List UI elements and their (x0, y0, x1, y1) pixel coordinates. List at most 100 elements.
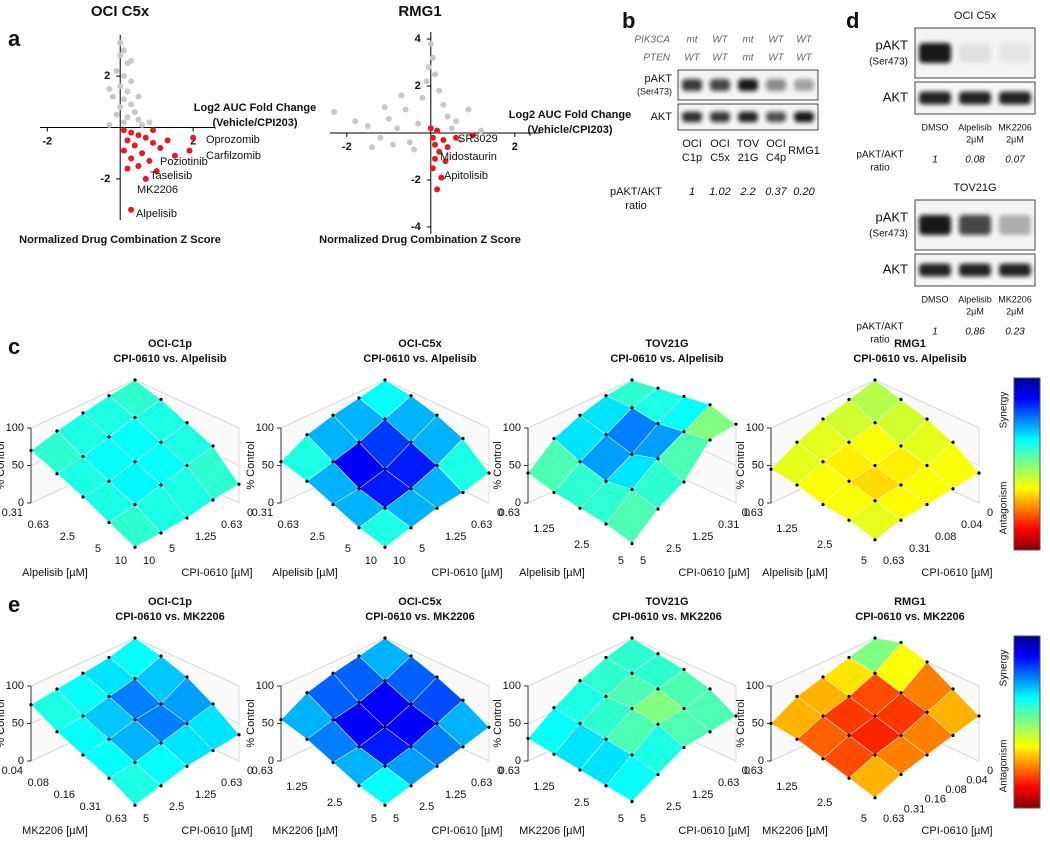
y-tick-label: 2 (104, 70, 110, 82)
data-point (578, 679, 582, 683)
point (117, 52, 124, 59)
data-point (409, 654, 413, 658)
data-point (159, 440, 163, 444)
y-tick-label: 0 (744, 507, 750, 519)
colorbar-label: Synergy (999, 650, 1010, 687)
point (120, 73, 127, 80)
data-point (357, 396, 361, 400)
plot-subtitle: CPI-0610 vs. MK2206 (855, 611, 964, 623)
point (465, 106, 472, 113)
z-tick-label: 100 (746, 422, 764, 434)
data-point (708, 403, 712, 407)
data-point (107, 655, 111, 660)
point (146, 119, 153, 126)
data-point (55, 730, 59, 734)
data-point (656, 457, 660, 461)
data-point (185, 516, 189, 520)
x-tick-label: 5 (861, 555, 867, 567)
data-point (435, 413, 439, 417)
y-tick-label: 0.08 (935, 531, 956, 543)
y-tick-label: 0.04 (966, 775, 987, 787)
point (440, 137, 447, 144)
band-label: AKT (883, 89, 908, 104)
y-tick-label: 0 (247, 765, 253, 777)
plot-subtitle: CPI-0610 vs. Alpelisib (363, 353, 477, 365)
point (117, 83, 124, 90)
y-tick-label: 2.5 (666, 801, 681, 813)
data-point (925, 660, 929, 664)
y-axis-label: CPI-0610 [µM] (181, 825, 252, 837)
data-point (305, 433, 309, 437)
blot-band (959, 43, 991, 63)
data-point (821, 714, 825, 718)
annotation: MK2206 (137, 184, 178, 196)
data-point (951, 487, 955, 491)
data-point (29, 703, 33, 707)
plot-title: TOV21G (645, 338, 688, 350)
y-tick-label: 0.63 (471, 519, 492, 531)
data-point (873, 378, 877, 382)
point (124, 137, 131, 144)
data-point (487, 725, 491, 729)
ratio-label: pAKT/AKT (856, 150, 903, 161)
data-point (107, 694, 111, 699)
z-tick-label: 0 (515, 755, 521, 767)
point (120, 127, 127, 134)
y-tick-label: 5 (419, 543, 425, 555)
data-point (847, 479, 851, 483)
x-tick-label: 2.5 (574, 797, 589, 809)
data-point (656, 772, 660, 777)
y-tick-label: 0.31 (909, 543, 930, 555)
data-point (630, 541, 634, 546)
data-point (795, 440, 799, 444)
x-tick-label: 0.31 (80, 801, 101, 813)
data-point (29, 448, 33, 453)
point (415, 120, 422, 127)
data-point (357, 526, 361, 530)
x-tick-label: 5 (618, 555, 624, 567)
y-axis-label: CPI-0610 [µM] (431, 825, 502, 837)
x-tick-label: 0.63 (28, 519, 49, 531)
data-point (656, 652, 660, 656)
y-tick-label: 2 (415, 80, 421, 92)
y-axis-label: CPI-0610 [µM] (678, 567, 749, 579)
data-point (734, 714, 738, 718)
z-tick-label: 50 (509, 717, 521, 729)
data-point (81, 454, 85, 459)
blot-title: TOV21G (953, 182, 996, 194)
x-tick-label: 2.5 (310, 531, 325, 543)
data-point (552, 706, 556, 710)
z-tick-label: 100 (6, 680, 24, 692)
data-point (357, 487, 361, 491)
data-point (821, 675, 825, 679)
point (432, 71, 438, 78)
point (429, 134, 436, 141)
z-axis-label: % Control (492, 441, 504, 489)
blot-band (919, 43, 951, 63)
y-tick-label: 0.63 (718, 777, 739, 789)
z-axis-label: % Control (0, 699, 7, 747)
x-tick-label: 0.63 (106, 813, 127, 825)
lane-label: DMSO (922, 294, 949, 304)
data-point (409, 745, 413, 749)
data-point (133, 378, 137, 382)
data-point (821, 460, 825, 464)
z-tick-label: 50 (12, 459, 24, 471)
point (434, 127, 441, 134)
point (444, 113, 451, 120)
y-tick-label: 5 (143, 813, 149, 825)
data-point (604, 784, 608, 788)
x-tick-label: 2.5 (327, 797, 342, 809)
data-point (305, 737, 309, 741)
panel-label: b (622, 8, 635, 33)
x-tick-label: 2.5 (60, 531, 75, 543)
colorbar (1013, 635, 1041, 809)
data-point (977, 471, 981, 475)
x-tick-label: 1.25 (286, 781, 307, 793)
point (453, 134, 459, 141)
x-axis-label: Normalized Drug Combination Z Score (319, 234, 521, 246)
data-point (604, 694, 608, 699)
z-tick-label: 0 (268, 497, 274, 509)
y-tick-label: 0 (744, 765, 750, 777)
data-point (873, 796, 877, 800)
